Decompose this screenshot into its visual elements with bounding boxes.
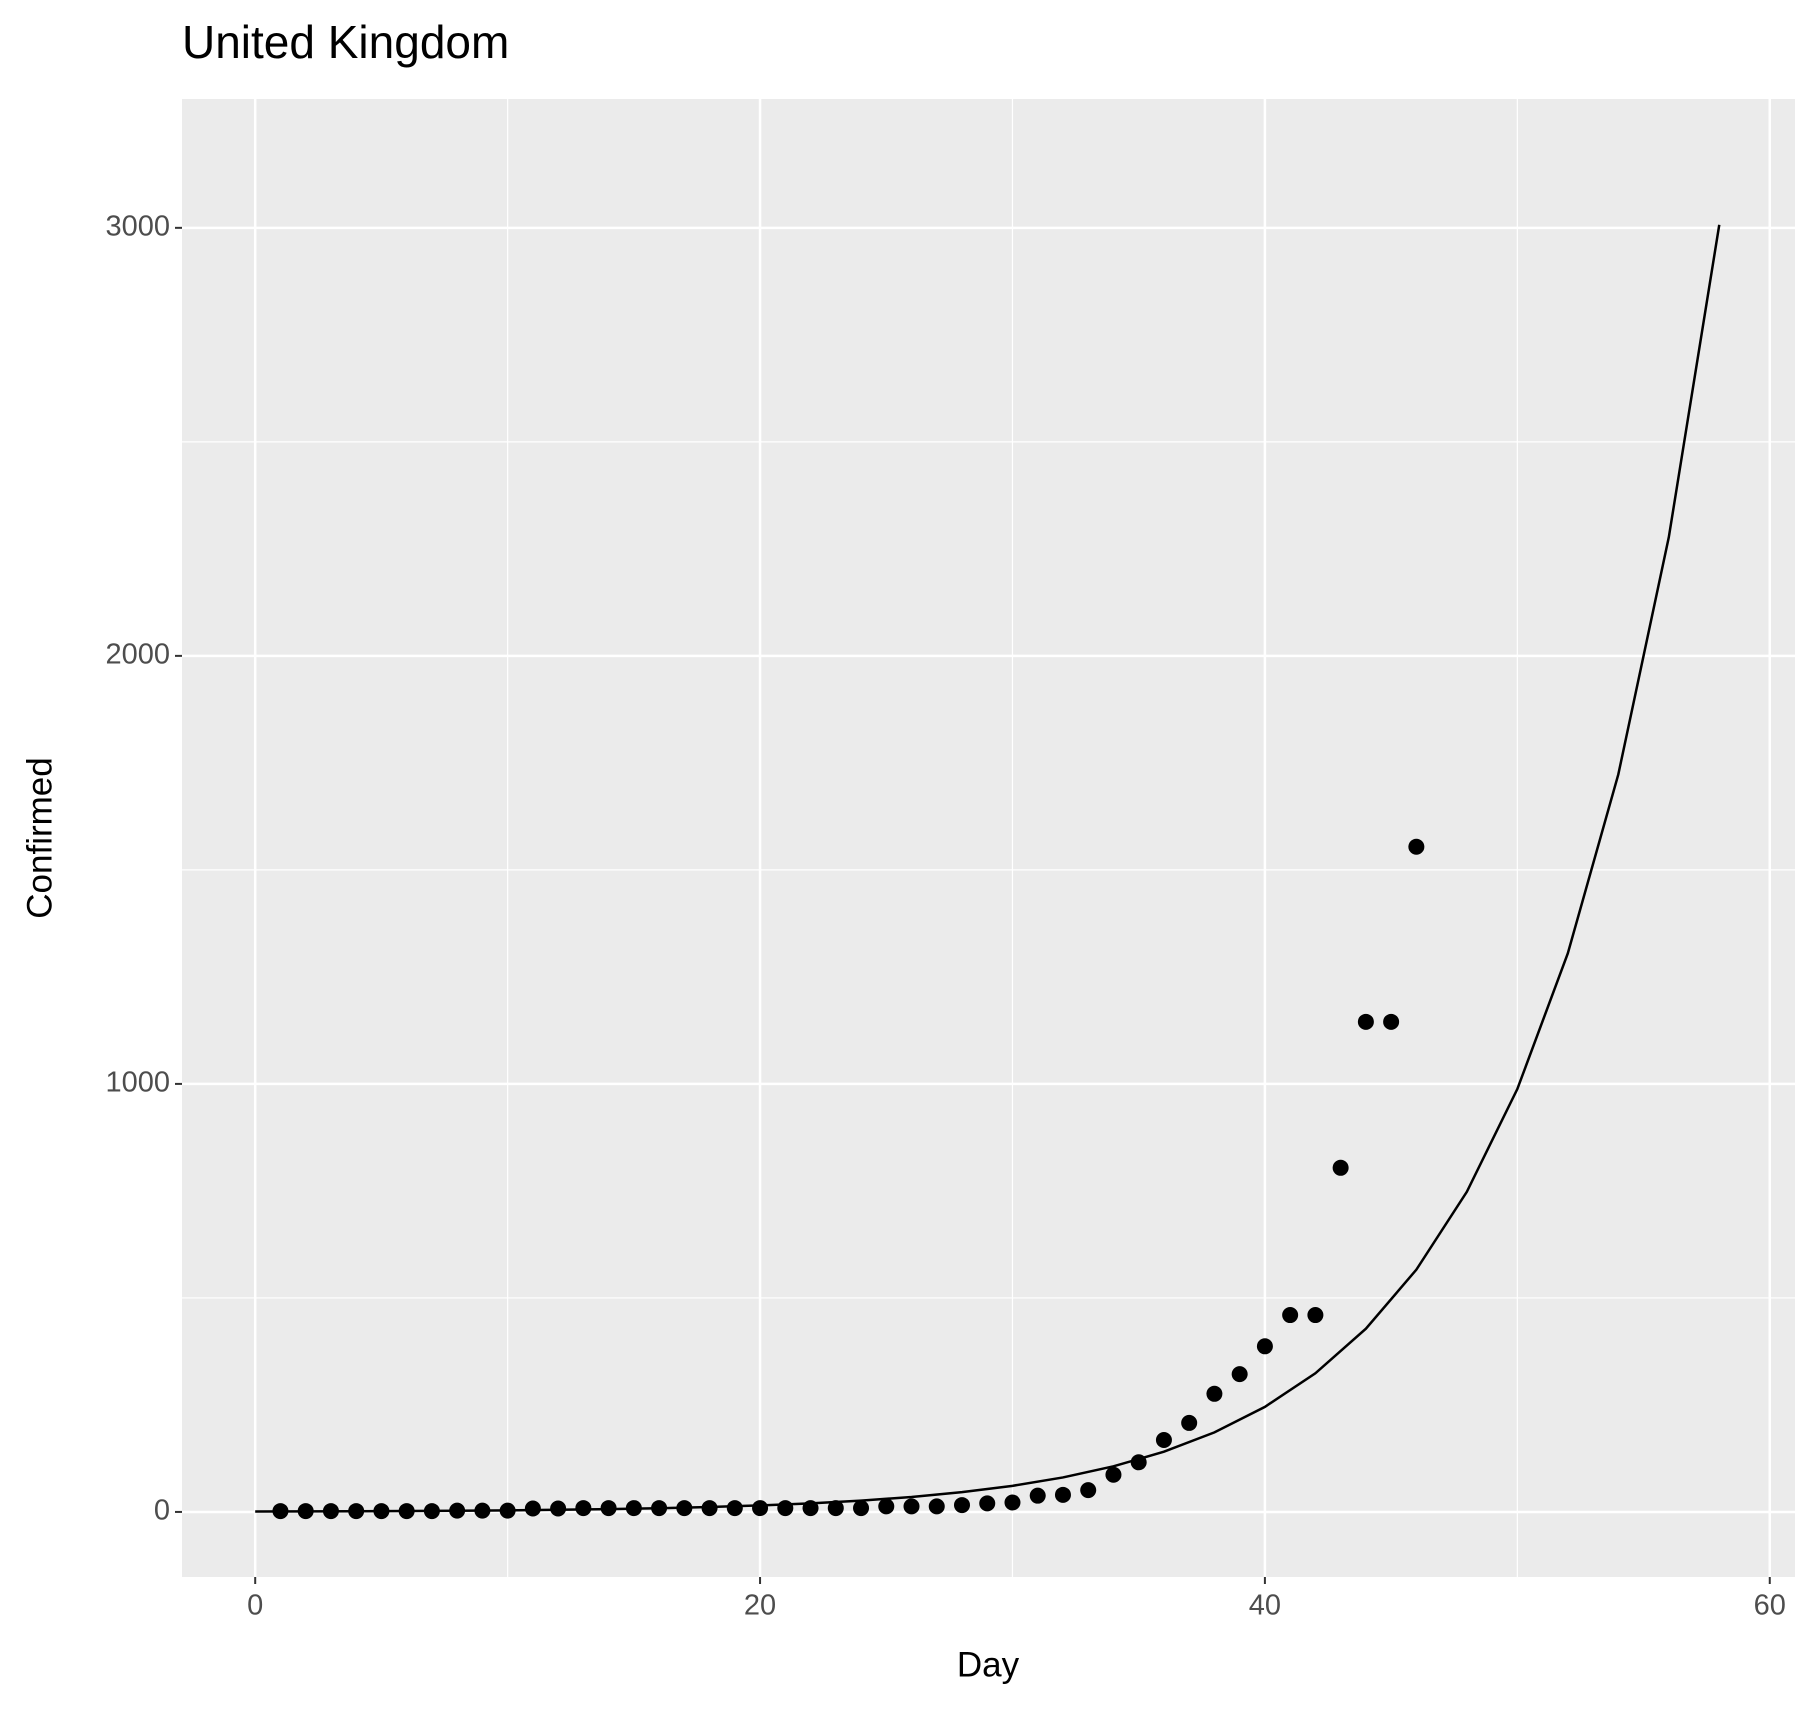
point	[827, 1500, 844, 1517]
point	[1282, 1307, 1299, 1324]
point	[1357, 1013, 1374, 1030]
point	[726, 1500, 743, 1517]
point	[1332, 1159, 1349, 1176]
point	[524, 1500, 541, 1517]
x-tick-label: 60	[1754, 1590, 1786, 1622]
point	[1256, 1338, 1273, 1355]
fit-line	[255, 224, 1721, 1513]
chart-title: United Kingdom	[182, 16, 509, 68]
plot-panel	[182, 99, 1795, 1577]
point	[575, 1500, 592, 1517]
point	[1080, 1482, 1097, 1499]
point	[1231, 1366, 1248, 1383]
point	[1307, 1307, 1324, 1324]
point	[853, 1500, 870, 1517]
point	[953, 1497, 970, 1514]
point	[1206, 1385, 1223, 1402]
point	[1408, 838, 1425, 855]
point	[1054, 1486, 1071, 1503]
point	[1004, 1494, 1021, 1511]
point	[1029, 1487, 1046, 1504]
point	[1383, 1013, 1400, 1030]
x-axis-title: Day	[957, 1645, 1020, 1684]
y-tick-label: 1000	[105, 1067, 170, 1099]
point	[903, 1498, 920, 1515]
point	[878, 1498, 895, 1515]
y-tick-label: 0	[154, 1495, 170, 1527]
point	[1181, 1414, 1198, 1431]
point	[928, 1498, 945, 1515]
point	[752, 1500, 769, 1517]
x-tick-label: 40	[1249, 1590, 1281, 1622]
point	[550, 1500, 567, 1517]
point	[979, 1495, 996, 1512]
x-tick-label: 20	[744, 1590, 776, 1622]
point	[1155, 1432, 1172, 1449]
x-tick-label: 0	[247, 1590, 263, 1622]
y-axis-title: Confirmed	[20, 757, 59, 918]
y-tick-label: 2000	[105, 639, 170, 671]
point	[1105, 1466, 1122, 1483]
y-tick-label: 3000	[105, 210, 170, 242]
point	[777, 1500, 794, 1517]
